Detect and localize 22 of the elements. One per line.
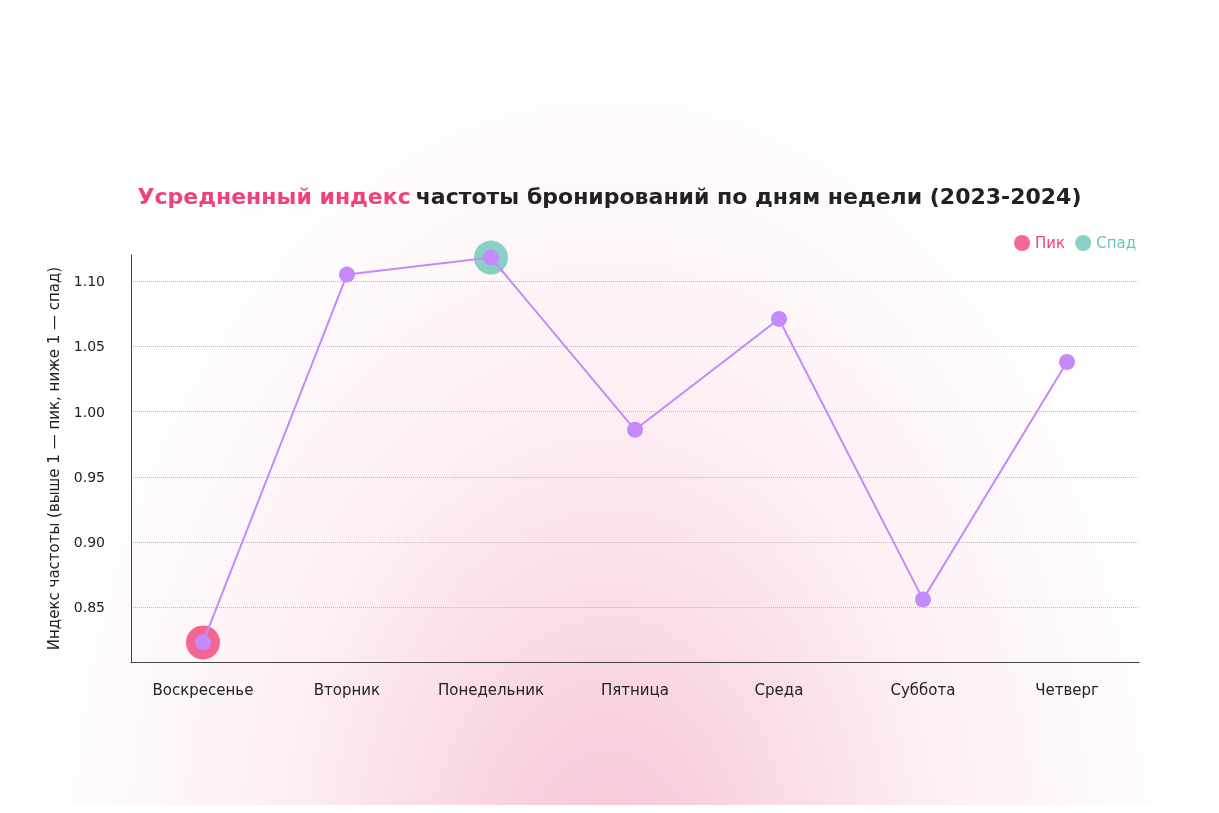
y-tick-label: 0.90 [73,533,105,550]
x-tick-label: Суббота [890,680,956,699]
point [1059,353,1075,370]
point [771,310,787,327]
x-tick-label: Среда [754,680,804,699]
y-axis-title: Индекс частоты (выше 1 — пик, ниже 1 — спад) [44,266,63,651]
y-tick-label: 1.05 [73,338,105,355]
legend-label: Спад [1096,234,1136,252]
y-tick-label: 0.95 [73,468,105,485]
x-tick-label: Четверг [1035,680,1099,699]
point [915,591,931,608]
x-tick-label: Вторник [313,680,381,699]
legend-label: Пик [1035,234,1066,252]
x-tick-label: Воскресенье [152,680,254,699]
y-tick-label: 1.00 [73,403,105,420]
chart-title: Усредненный индекс частоты бронирований по дням недели (2023-2024) [137,183,1082,209]
x-tick-label: Пятница [601,680,669,699]
y-tick-label: 0.85 [73,599,105,616]
point [627,421,643,438]
point [339,266,355,283]
y-tick-label: 1.10 [73,273,105,290]
x-tick-label: Понедельник [437,680,545,699]
